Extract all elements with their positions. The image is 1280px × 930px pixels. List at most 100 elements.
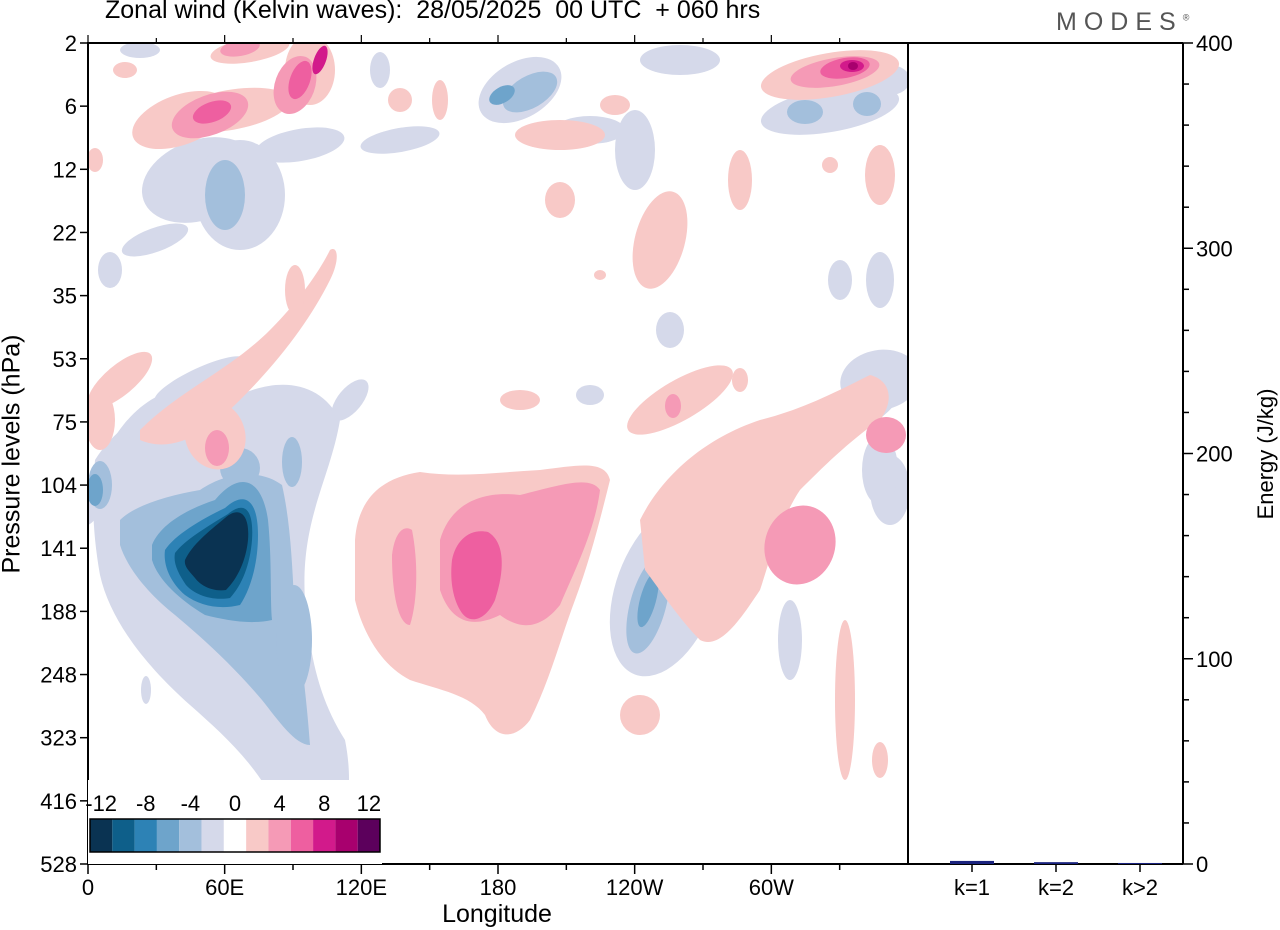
- contour-blob: [822, 157, 838, 173]
- contour-blob: [620, 695, 660, 735]
- colorbar-label: 4: [273, 791, 285, 816]
- contour-blob: [637, 572, 659, 628]
- contour-blob: [600, 95, 630, 115]
- contour-field: [88, 43, 908, 864]
- contour-blob: [764, 505, 836, 585]
- colorbar-swatch: [246, 819, 269, 852]
- y-tick-label: 141: [40, 536, 77, 561]
- contour-blob: [500, 390, 540, 410]
- contour-blob: [866, 252, 894, 308]
- colorbar-frame: [89, 818, 381, 853]
- contour-blob: [360, 126, 440, 154]
- energy-bar: [1118, 862, 1162, 864]
- contour-blob: [502, 71, 558, 113]
- axes: 0 60E 120E 180 120W 60W 2 6 12 22 35 53 75 104 141 188 2…: [40, 31, 1232, 900]
- contour-blob: [778, 600, 802, 680]
- energy-bar: [950, 860, 994, 864]
- y-tick-label: 53: [53, 347, 77, 372]
- contour-blob: [205, 160, 245, 230]
- colorbar-label: 0: [229, 791, 241, 816]
- x-tick-label: 120W: [606, 875, 664, 900]
- contour-blob: [141, 676, 151, 704]
- contour-blob: [276, 585, 312, 695]
- contour-blob: [848, 62, 858, 70]
- y-tick-label: 6: [65, 94, 77, 119]
- contour-blob: [828, 260, 852, 300]
- contour-blob: [312, 45, 328, 75]
- contour-blob: [615, 110, 655, 190]
- colorbar-swatch: [223, 819, 247, 852]
- x-tick-label: 120E: [336, 875, 387, 900]
- easterly-core-region: [184, 512, 249, 591]
- colorbar-swatch: [268, 819, 291, 852]
- contour-blob: [866, 417, 906, 453]
- y-tick-label: 2: [65, 31, 77, 56]
- contour-blob: [656, 312, 684, 348]
- contour-blob: [88, 474, 103, 506]
- y-tick-label: 248: [40, 663, 77, 688]
- colorbar-label: 12: [357, 791, 381, 816]
- contour-blob: [88, 148, 103, 172]
- contour-blob: [872, 742, 888, 778]
- energy-bar-label: k=1: [954, 875, 990, 900]
- colorbar-label: -12: [85, 791, 117, 816]
- westerly-strong-region: [451, 531, 502, 620]
- contour-blob: [865, 145, 895, 205]
- energy-bar-label: k>2: [1122, 875, 1158, 900]
- colorbar-swatch: [357, 819, 380, 852]
- contour-blob: [632, 191, 688, 289]
- y-tick-label: 12: [53, 157, 77, 182]
- contour-blob: [545, 182, 575, 218]
- contour-blob: [432, 80, 448, 120]
- energy-tick-label: 0: [1196, 852, 1208, 877]
- contour-blob: [370, 52, 390, 88]
- colorbar-swatch: [290, 819, 314, 852]
- colorbar-label: -4: [181, 791, 201, 816]
- contour-blob: [255, 127, 345, 163]
- contour-blob: [282, 437, 302, 487]
- contour-blob: [594, 270, 606, 280]
- contour-blob: [120, 43, 160, 58]
- y-tick-label: 35: [53, 284, 77, 309]
- y-tick-label: 104: [40, 473, 77, 498]
- contour-blob: [576, 385, 604, 405]
- colorbar-swatch: [201, 819, 224, 852]
- colorbar-label: 8: [318, 791, 330, 816]
- brand-logo: MODES®: [1056, 8, 1189, 37]
- contour-blob: [121, 223, 189, 257]
- x-tick-label: 180: [480, 875, 517, 900]
- chart-title: Zonal wind (Kelvin waves): 28/05/2025 00…: [105, 0, 761, 24]
- colorbar-swatch: [156, 819, 180, 852]
- contour-blob: [728, 150, 752, 210]
- energy-tick-label: 300: [1196, 236, 1233, 261]
- contour-blob: [192, 100, 232, 124]
- contour-blob: [113, 62, 137, 78]
- westerly-weak-region: [640, 375, 889, 642]
- colorbar-swatch: [313, 819, 336, 852]
- energy-tick-label: 100: [1196, 647, 1233, 672]
- y-tick-label: 528: [40, 852, 77, 877]
- energy-bars: k=1 k=2 k>2: [950, 860, 1162, 900]
- contour-blob: [853, 92, 881, 116]
- contour-blob: [489, 85, 515, 105]
- x-axis-label: Longitude: [442, 900, 552, 928]
- colorbar: -12 -8 -4 0 4 8 12: [85, 780, 382, 864]
- y-tick-label: 22: [53, 220, 77, 245]
- colorbar-swatch: [134, 819, 157, 852]
- colorbar-swatch: [112, 819, 135, 852]
- colorbar-swatch: [335, 819, 358, 852]
- westerly-moderate-region: [392, 528, 417, 625]
- x-tick-label: 60E: [205, 875, 244, 900]
- x-tick-label: 60W: [749, 875, 794, 900]
- westerly-weak-region: [140, 249, 337, 445]
- contour-blob: [835, 620, 855, 780]
- colorbar-label: -8: [136, 791, 156, 816]
- contour-blob: [98, 252, 122, 288]
- contour-blob: [285, 265, 305, 315]
- energy-bar: [1034, 862, 1078, 864]
- contour-blob: [331, 379, 369, 421]
- y-tick-label: 75: [53, 410, 77, 435]
- contour-blob: [787, 100, 823, 124]
- contour-blob: [388, 88, 412, 112]
- colorbar-swatch: [90, 819, 113, 852]
